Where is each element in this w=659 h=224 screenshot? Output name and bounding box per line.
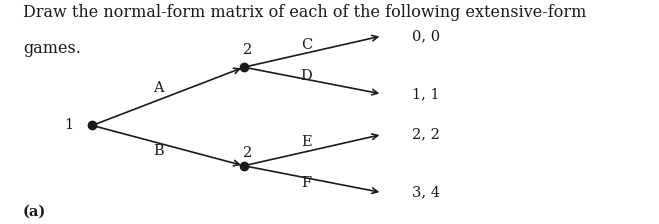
Text: D: D xyxy=(301,69,312,83)
Text: 1, 1: 1, 1 xyxy=(412,87,440,101)
Text: games.: games. xyxy=(23,40,81,57)
Text: F: F xyxy=(301,176,312,190)
Text: E: E xyxy=(301,135,312,149)
Text: B: B xyxy=(153,144,163,158)
Text: 0, 0: 0, 0 xyxy=(412,29,440,43)
Text: 3, 4: 3, 4 xyxy=(412,186,440,200)
Text: Draw the normal-form matrix of each of the following extensive-form: Draw the normal-form matrix of each of t… xyxy=(23,4,587,22)
Text: 2: 2 xyxy=(243,43,252,57)
Text: 2: 2 xyxy=(243,146,252,160)
Text: 1: 1 xyxy=(65,118,74,132)
Text: (a): (a) xyxy=(23,205,46,219)
Text: C: C xyxy=(301,38,312,52)
Text: 2, 2: 2, 2 xyxy=(412,127,440,141)
Text: A: A xyxy=(153,82,163,95)
